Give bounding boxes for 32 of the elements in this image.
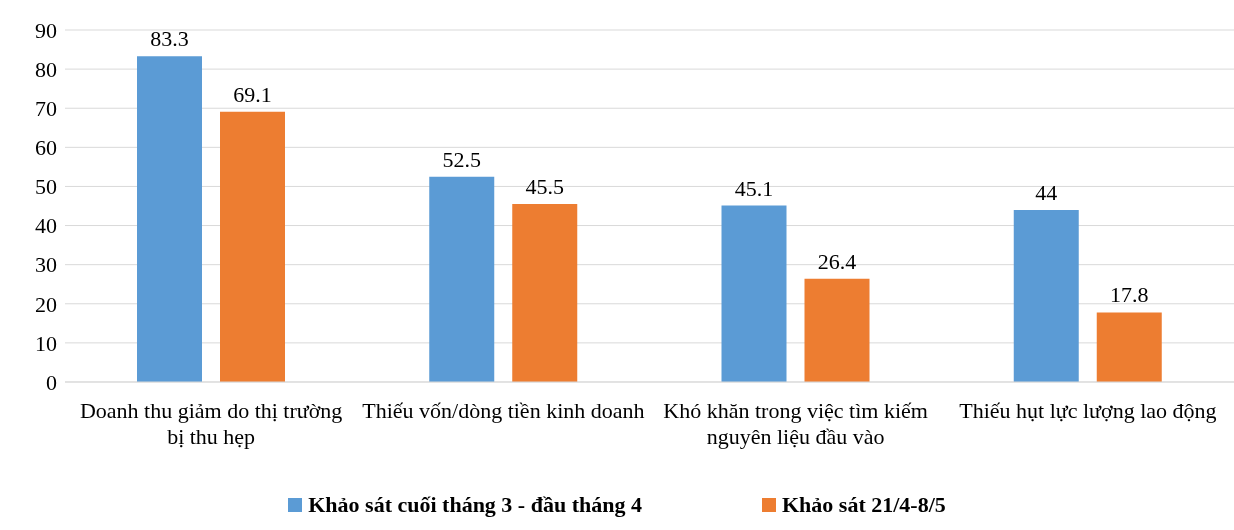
y-tick-label: 0 xyxy=(46,369,57,395)
data-label: 26.4 xyxy=(817,248,857,274)
y-tick-label: 40 xyxy=(35,213,57,239)
bar xyxy=(1096,312,1162,382)
data-label: 83.3 xyxy=(150,26,189,52)
data-label: 45.1 xyxy=(734,175,774,201)
bar xyxy=(1013,209,1079,382)
x-tick-label: Thiếu hụt lực lượng lao động xyxy=(959,397,1217,423)
bar xyxy=(512,204,578,382)
y-tick-label: 70 xyxy=(35,96,57,122)
legend-label: Khảo sát cuối tháng 3 - đầu tháng 4 xyxy=(308,492,642,518)
data-label: 44 xyxy=(1035,179,1058,205)
x-tick-label: Doanh thu giảm do thị trường bị thu hẹp xyxy=(79,397,343,450)
bar xyxy=(721,205,787,382)
x-tick-label: Thiếu vốn/dòng tiền kinh doanh xyxy=(362,397,645,423)
y-tick-label: 10 xyxy=(35,330,57,356)
data-label: 17.8 xyxy=(1110,282,1149,308)
bar xyxy=(804,278,870,382)
y-tick-label: 80 xyxy=(35,56,57,82)
y-tick-label: 50 xyxy=(35,174,57,200)
bar xyxy=(429,176,495,382)
data-label: 45.5 xyxy=(525,174,564,200)
x-tick-label: Khó khăn trong việc tìm kiếm nguyên liệu đầu vào xyxy=(663,397,928,450)
y-tick-label: 60 xyxy=(35,135,57,161)
legend-label: Khảo sát 21/4-8/5 xyxy=(781,492,946,518)
bar xyxy=(137,56,202,382)
y-tick-label: 90 xyxy=(35,17,57,43)
y-tick-label: 30 xyxy=(35,252,57,278)
data-label: 69.1 xyxy=(233,81,272,107)
data-label: 52.5 xyxy=(442,146,481,172)
y-tick-label: 20 xyxy=(35,291,57,317)
bar xyxy=(220,111,285,382)
